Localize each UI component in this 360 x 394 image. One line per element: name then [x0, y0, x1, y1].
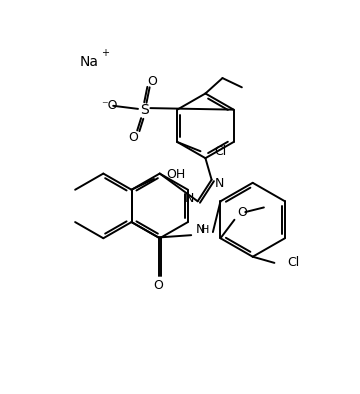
- Text: N: N: [196, 223, 205, 236]
- Text: N: N: [215, 177, 224, 190]
- Text: ⁻O: ⁻O: [101, 99, 117, 112]
- Text: N: N: [185, 192, 195, 205]
- Text: O: O: [237, 206, 247, 219]
- Text: O: O: [154, 279, 163, 292]
- Text: H: H: [201, 225, 209, 235]
- Text: S: S: [140, 103, 149, 117]
- Text: O: O: [147, 74, 157, 87]
- Text: Na: Na: [80, 55, 99, 69]
- Text: +: +: [101, 48, 109, 58]
- Text: O: O: [129, 131, 138, 144]
- Text: Cl: Cl: [215, 145, 227, 158]
- Text: OH: OH: [166, 168, 186, 181]
- Text: Cl: Cl: [287, 256, 299, 269]
